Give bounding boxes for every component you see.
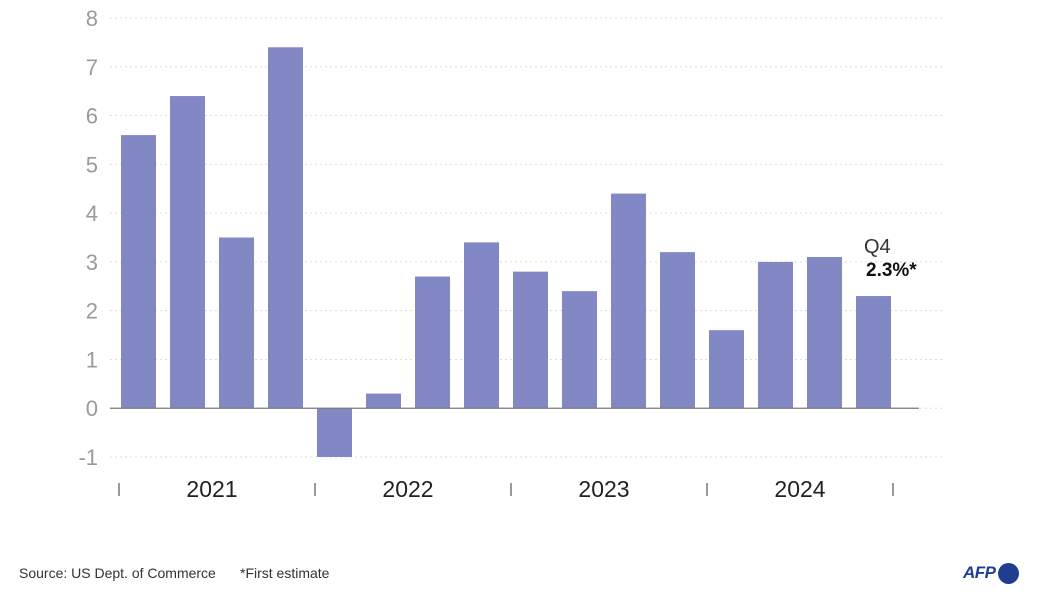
year-labels: 2021 2022 2023 2024 xyxy=(118,476,894,502)
gdp-growth-bar-chart: -1 0 1 2 3 4 5 6 7 8 2021 2022 2023 2024 Q4 2.3%* xyxy=(78,6,943,502)
y-tick-label: 0 xyxy=(86,396,98,421)
year-label: 2023 xyxy=(578,476,629,502)
bar xyxy=(807,257,842,409)
afp-logo: AFP xyxy=(963,561,1019,585)
bar xyxy=(366,393,401,409)
y-tick-label: 5 xyxy=(86,152,98,177)
year-label: 2022 xyxy=(382,476,433,502)
year-label: 2021 xyxy=(186,476,237,502)
y-tick-label: 2 xyxy=(86,299,98,324)
y-tick-label: 1 xyxy=(86,347,98,372)
annotation-value: 2.3%* xyxy=(866,260,917,281)
last-quarter-annotation: Q4 2.3%* xyxy=(864,236,917,281)
bar xyxy=(856,296,891,409)
source-note: Source: US Dept. of Commerce xyxy=(19,565,216,581)
y-tick-label: 7 xyxy=(86,55,98,80)
bar xyxy=(758,261,793,409)
y-axis-ticks: -1 0 1 2 3 4 5 6 7 8 xyxy=(78,6,98,470)
estimate-footnote: *First estimate xyxy=(240,565,330,581)
afp-logo-text: AFP xyxy=(963,563,996,582)
year-label: 2024 xyxy=(774,476,825,502)
bar xyxy=(170,96,205,409)
y-tick-label: 8 xyxy=(86,6,98,31)
bar xyxy=(464,242,499,409)
annotation-quarter: Q4 xyxy=(864,236,891,258)
bar xyxy=(317,408,352,457)
bar xyxy=(268,47,303,409)
y-tick-label: -1 xyxy=(78,445,98,470)
bar xyxy=(562,291,597,409)
bars xyxy=(121,47,891,457)
y-tick-label: 6 xyxy=(86,104,98,129)
bar xyxy=(219,237,254,409)
y-tick-label: 3 xyxy=(86,250,98,275)
bar xyxy=(513,271,548,409)
bar xyxy=(660,252,695,409)
y-tick-label: 4 xyxy=(86,201,98,226)
bar xyxy=(415,276,450,409)
bar xyxy=(121,135,156,409)
bar xyxy=(611,193,646,409)
afp-logo-dot xyxy=(997,562,1019,584)
bar xyxy=(709,330,744,409)
